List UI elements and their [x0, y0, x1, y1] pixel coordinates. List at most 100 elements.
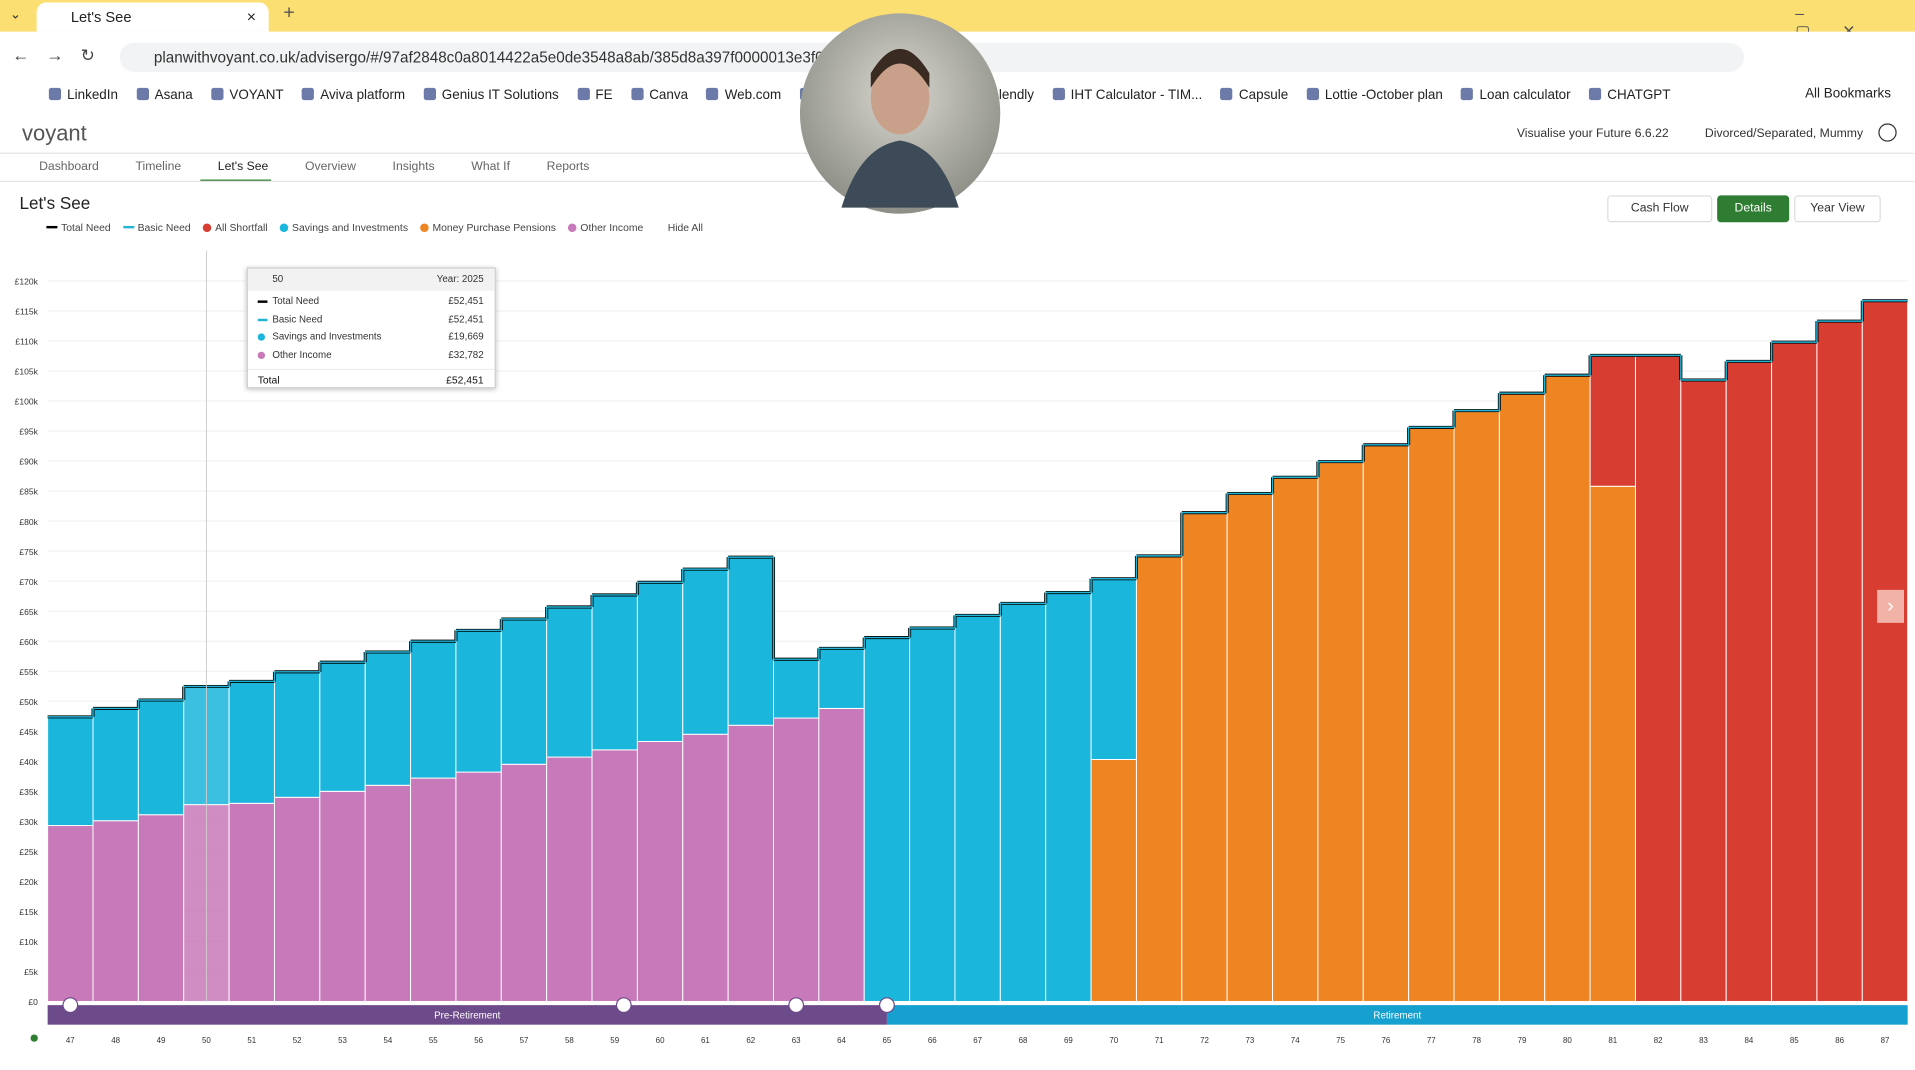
bar-segment [1453, 410, 1500, 1002]
scarf [841, 140, 959, 208]
y-tick-label: £25k [19, 847, 38, 857]
bar-segment [636, 740, 684, 1002]
bar-segment [1544, 374, 1591, 1002]
bookmark[interactable]: VOYANT [211, 88, 283, 103]
bookmark[interactable]: FE [577, 88, 612, 103]
tab[interactable]: Let's See × [36, 2, 269, 32]
x-tick-label: 86 [1835, 1036, 1844, 1045]
chart-title: Let's See [19, 192, 91, 213]
tooltip-year: Year: 2025 [436, 273, 484, 285]
y-tick-label: £60k [19, 637, 38, 647]
bar-segment [636, 581, 684, 742]
tab-menu[interactable]: ⌄ [9, 7, 22, 22]
bookmark[interactable]: Lottie -October plan [1307, 88, 1443, 103]
legend-item[interactable]: Money Purchase Pensions [420, 221, 556, 233]
legend-item[interactable]: Other Income [568, 221, 643, 233]
nav-tab[interactable]: Dashboard [39, 159, 99, 174]
bar-segment [1771, 341, 1818, 1002]
tooltip-value: £19,669 [448, 330, 484, 342]
bar-segment [228, 802, 275, 1002]
legend-item[interactable]: Total Need [46, 221, 111, 233]
cash-flow-button[interactable]: Cash Flow [1607, 195, 1713, 223]
x-tick-label: 57 [520, 1036, 529, 1045]
bookmark[interactable]: Aviva platform [302, 88, 405, 103]
bookmark[interactable]: CHATGPT [1589, 88, 1670, 103]
nav-tab[interactable]: What If [471, 159, 510, 174]
legend-item[interactable]: All Shortfall [202, 221, 268, 234]
bookmark[interactable]: Genius IT Solutions [423, 88, 559, 103]
bar-segment [1498, 392, 1546, 1002]
x-tick-label: 68 [1019, 1036, 1028, 1045]
logo[interactable]: voyant [21, 120, 87, 146]
nav-tab[interactable]: Insights [392, 159, 435, 174]
new-tab[interactable]: + [283, 2, 295, 24]
bar-segment [47, 825, 94, 1002]
nav-buttons[interactable]: ←→↻ [12, 45, 113, 65]
tooltip-label: Basic Need [272, 313, 323, 325]
phase-label: Pre-Retirement [434, 1011, 500, 1022]
next-arrow[interactable]: › [1877, 589, 1905, 623]
x-tick-label: 65 [883, 1036, 892, 1045]
x-tick-label: 83 [1699, 1036, 1708, 1045]
tab-bar: ⌄ Let's See × + –▢✕ [0, 0, 1915, 40]
year-view-button[interactable]: Year View [1794, 195, 1881, 223]
nav-tab[interactable]: Timeline [135, 159, 182, 174]
bar-segment [546, 756, 593, 1002]
bar-segment [92, 707, 139, 822]
legend-swatch [202, 222, 212, 232]
legend-item[interactable]: Savings and Investments [279, 221, 408, 233]
bar-segment [410, 640, 457, 779]
bookmark[interactable]: IHT Calculator - TIM... [1052, 88, 1203, 103]
tooltip-label: Total Need [272, 295, 320, 307]
bar-segment [1090, 758, 1137, 1002]
tooltip-value: £52,451 [448, 313, 484, 325]
bookmark[interactable]: Capsule [1221, 88, 1288, 103]
bookmark[interactable]: Canva [631, 88, 688, 103]
x-tick-label: 54 [383, 1036, 392, 1045]
nav-tab[interactable]: Reports [546, 159, 590, 174]
nav-tab[interactable]: Let's See [200, 158, 271, 182]
hair [870, 48, 930, 88]
legend-label: All Shortfall [215, 221, 268, 234]
version[interactable]: Visualise your Future 6.6.22 [1516, 127, 1669, 141]
bookmark[interactable]: Loan calculator [1461, 88, 1571, 103]
tooltip-age: 50 [272, 273, 284, 285]
x-tick-label: 71 [1155, 1036, 1164, 1045]
phase-pre [47, 1005, 887, 1025]
bar-segment [273, 796, 321, 1002]
legend-swatch [420, 222, 429, 232]
tooltip-swatch [257, 333, 266, 341]
x-tick-label: 67 [973, 1036, 982, 1045]
bar-segment [410, 777, 457, 1002]
legend-item[interactable]: Basic Need [122, 221, 191, 233]
bar-segment [818, 647, 865, 709]
client[interactable]: Divorced/Separated, Mummy [1704, 127, 1864, 141]
y-tick-label: £65k [19, 607, 38, 617]
nav-tabs: Dashboard Timeline Let's See Overview Insigh… [22, 158, 592, 182]
bar-segment [1045, 592, 1092, 1002]
tab-close[interactable]: × [246, 7, 256, 26]
profile-icon[interactable] [1878, 123, 1897, 142]
bar-segment [1589, 485, 1636, 1002]
bookmark[interactable]: Web.com [706, 88, 782, 103]
tab-title: Let's See [70, 8, 132, 26]
hide-all[interactable]: Hide All [667, 221, 703, 234]
nav-tab[interactable]: Overview [305, 159, 356, 174]
bar-segment [137, 699, 185, 816]
x-tick-label: 69 [1064, 1036, 1073, 1045]
legend-swatch [122, 225, 134, 229]
y-tick-label: £20k [19, 877, 38, 887]
tooltip-row: Total Need £52,451 [248, 293, 495, 311]
bookmark[interactable]: LinkedIn [49, 88, 118, 103]
y-tick-label: £100k [15, 397, 39, 407]
x-tick-label: 81 [1608, 1036, 1617, 1045]
y-tick-label: £0 [28, 997, 38, 1007]
bar-segment [319, 661, 366, 792]
x-tick-label: 53 [338, 1036, 347, 1045]
x-tick-label: 84 [1744, 1036, 1753, 1045]
legend-label: Money Purchase Pensions [432, 221, 556, 234]
all-bookmarks[interactable]: All Bookmarks [1805, 86, 1891, 102]
details-button[interactable]: Details [1717, 195, 1790, 223]
bookmark[interactable]: Asana [136, 88, 193, 103]
